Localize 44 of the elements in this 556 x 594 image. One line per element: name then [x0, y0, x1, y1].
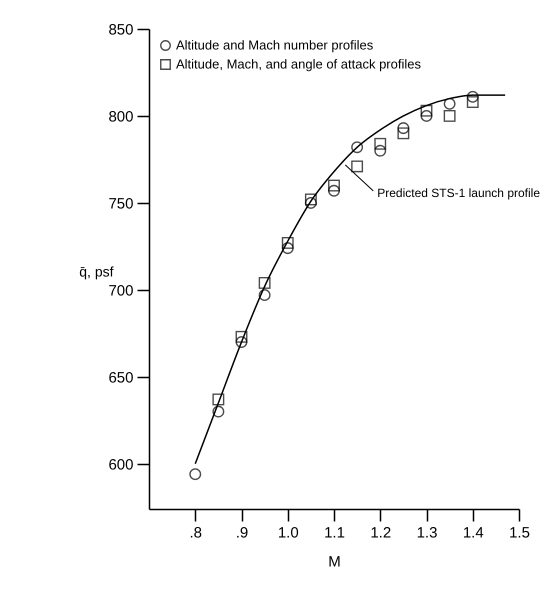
point: [236, 336, 248, 348]
point: [444, 110, 456, 122]
point: [397, 127, 410, 140]
x-tick-label: 1.2: [370, 524, 392, 542]
point: [258, 276, 271, 289]
point: [212, 393, 224, 406]
y-tick-label: 750: [108, 195, 134, 212]
x-tick-label: 1.4: [462, 524, 484, 542]
point: [444, 98, 456, 110]
point: [328, 184, 340, 197]
point: [466, 96, 479, 108]
x-tick-label: .9: [236, 524, 248, 542]
x-tick-label: .8: [189, 524, 202, 542]
x-tick-label: 1.3: [416, 524, 438, 542]
x-tick-label: 1.1: [324, 524, 345, 542]
legend-label: Altitude and Mach number profiles: [176, 38, 374, 52]
point: [351, 160, 364, 172]
x-tick-label: 1.5: [509, 524, 530, 542]
y-axis-title: q̄, psf: [79, 264, 114, 280]
point: [328, 180, 340, 192]
point: [374, 144, 386, 157]
point: [351, 141, 364, 154]
point: [374, 138, 386, 150]
point: [304, 196, 317, 209]
point: [304, 193, 317, 206]
x-tick-label: 1.0: [278, 524, 299, 542]
y-tick-label: 650: [108, 369, 134, 386]
point: [397, 122, 410, 134]
annotation: Predicted STS-1 launch profile: [377, 186, 540, 200]
y-tick-label: 800: [108, 108, 134, 126]
point: [282, 242, 294, 254]
point: [420, 104, 432, 117]
legend-label: Altitude, Mach, and angle of attack profiles: [176, 56, 422, 72]
point: [212, 406, 224, 418]
y-tick-label: 700: [108, 282, 134, 300]
x-axis-title: M: [328, 554, 341, 570]
point: [466, 90, 479, 103]
point: [189, 468, 202, 480]
point: [420, 110, 432, 122]
point: [236, 330, 248, 343]
point: [282, 236, 294, 249]
point: [258, 289, 271, 302]
y-tick-label: 850: [108, 22, 134, 38]
y-tick-label: 600: [108, 456, 134, 474]
